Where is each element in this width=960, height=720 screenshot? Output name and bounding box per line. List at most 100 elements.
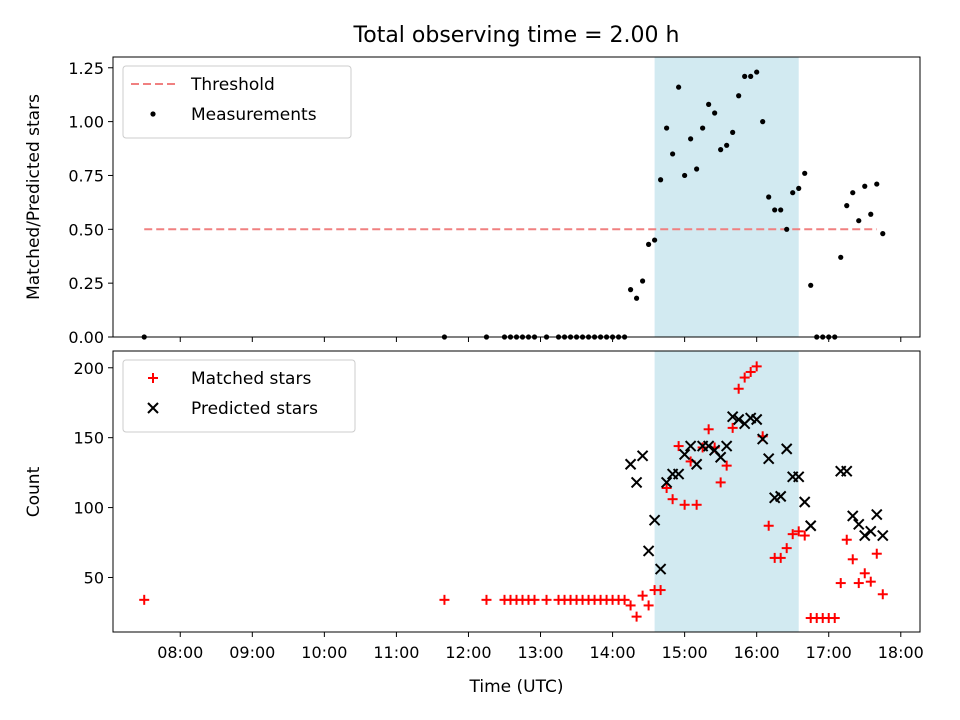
data-point-dot [778,207,784,213]
data-point-dot [682,172,688,179]
data-point-dot [664,125,670,131]
data-point-x [702,440,715,452]
data-point-x-b [805,520,817,532]
data-point-x [859,529,871,542]
data-point-x-b [636,450,649,462]
data-point-plus [859,568,870,579]
x-tick-label: 12:00 [445,643,491,662]
data-point-x [636,450,649,462]
data-point-x [648,514,661,526]
observing-window-region [654,57,799,337]
data-point-dot [694,166,700,172]
data-point-x [853,518,865,531]
data-point-plus [619,594,630,605]
data-point-dot [736,93,742,99]
data-point-plus [793,526,804,537]
plot-area: 0.00 0.25 0.50 0.75 1.00 1.25 Threshold Measure… [68,56,924,662]
data-point-x-b [732,413,745,426]
axes-frame-1 [112,56,921,338]
data-point-dot [868,211,874,217]
legend: Threshold Measurements [122,65,352,139]
data-point-plus [745,366,756,377]
data-point-x [654,563,667,575]
legend-label: Matched stars [191,369,311,389]
x-tick-label: 18:00 [878,643,924,662]
data-point-x [630,476,643,489]
data-point-plus [871,548,882,559]
data-point-dot [796,185,802,191]
data-point-dot [748,73,754,79]
data-point-x [624,458,637,470]
data-point-x-b [744,412,757,424]
data-point-dot [658,177,664,183]
data-point-x-b [762,452,775,465]
data-point-x [841,465,853,477]
legend: Matched stars Predicted stars [122,359,356,433]
data-point-dot [754,69,760,75]
data-point-dot [742,73,748,79]
y-tick-label: 0.25 [68,274,104,293]
data-point-plus [781,543,792,554]
data-point-dot [862,183,868,189]
data-point-dot [700,125,706,131]
data-point-plus [643,600,654,611]
data-point-dot [688,136,694,142]
data-point-x [774,490,787,503]
data-point-plus [631,611,642,622]
data-point-plus [481,594,492,605]
data-point-dot [880,231,886,237]
data-point-dot [856,218,862,224]
data-point-dot [874,181,880,187]
y-axis-label-bottom: Count [24,466,44,517]
x-tick-label: 16:00 [734,643,780,662]
data-point-dot [760,119,766,125]
data-point-x [672,468,685,480]
data-point-plus [865,576,876,587]
data-point-x [750,413,763,426]
data-point-x [690,458,703,470]
data-point-x [877,529,889,542]
data-point-plus [775,552,786,563]
data-point-plus [673,441,684,452]
data-point-x-b [648,514,661,526]
y-axis-label-top: Matched/Predicted stars [24,94,44,300]
x-tick-label: 15:00 [662,643,708,662]
data-point-x-b [708,444,721,456]
x-tick-label: 17:00 [806,643,852,662]
data-point-x-b [714,451,727,463]
series-dot [141,69,886,340]
data-point-x-b [660,476,673,489]
data-point-plus [679,499,690,510]
data-point-x-b [780,443,793,455]
data-point-x-b [841,465,853,477]
data-point-plus [667,494,678,505]
legend-box [122,359,356,433]
data-point-x-b [672,468,685,480]
y-tick-label: 0.00 [68,328,104,347]
legend-label: Measurements [191,105,317,125]
data-point-plus [541,594,552,605]
x-tick-label: 13:00 [517,643,563,662]
data-point-plus [529,594,540,605]
data-point-plus [799,530,810,541]
legend-swatch-x [147,402,159,414]
data-point-x [732,413,745,426]
data-point-x-b [865,525,877,538]
data-point-x-b [853,518,865,531]
data-point-plus [739,372,750,383]
data-point-x-b [720,440,733,452]
y-tick-label: 100 [73,499,104,518]
panel-2: 50 100 150 200 08:00 09:00 10:00 11:00 12:00 13:0… [73,350,924,662]
data-point-plus [139,594,150,605]
data-point-plus [829,613,840,624]
data-point-x [642,545,655,557]
data-point-x-b [774,490,787,503]
data-point-plus [835,578,846,589]
data-point-x-b [690,458,703,470]
chart-title: Total observing time = 2.00 h [353,23,680,48]
data-point-dot [808,282,814,288]
data-point-plus [847,554,858,565]
data-point-plus [661,483,672,494]
data-point-plus [715,477,726,488]
data-point-x-b [642,545,655,557]
